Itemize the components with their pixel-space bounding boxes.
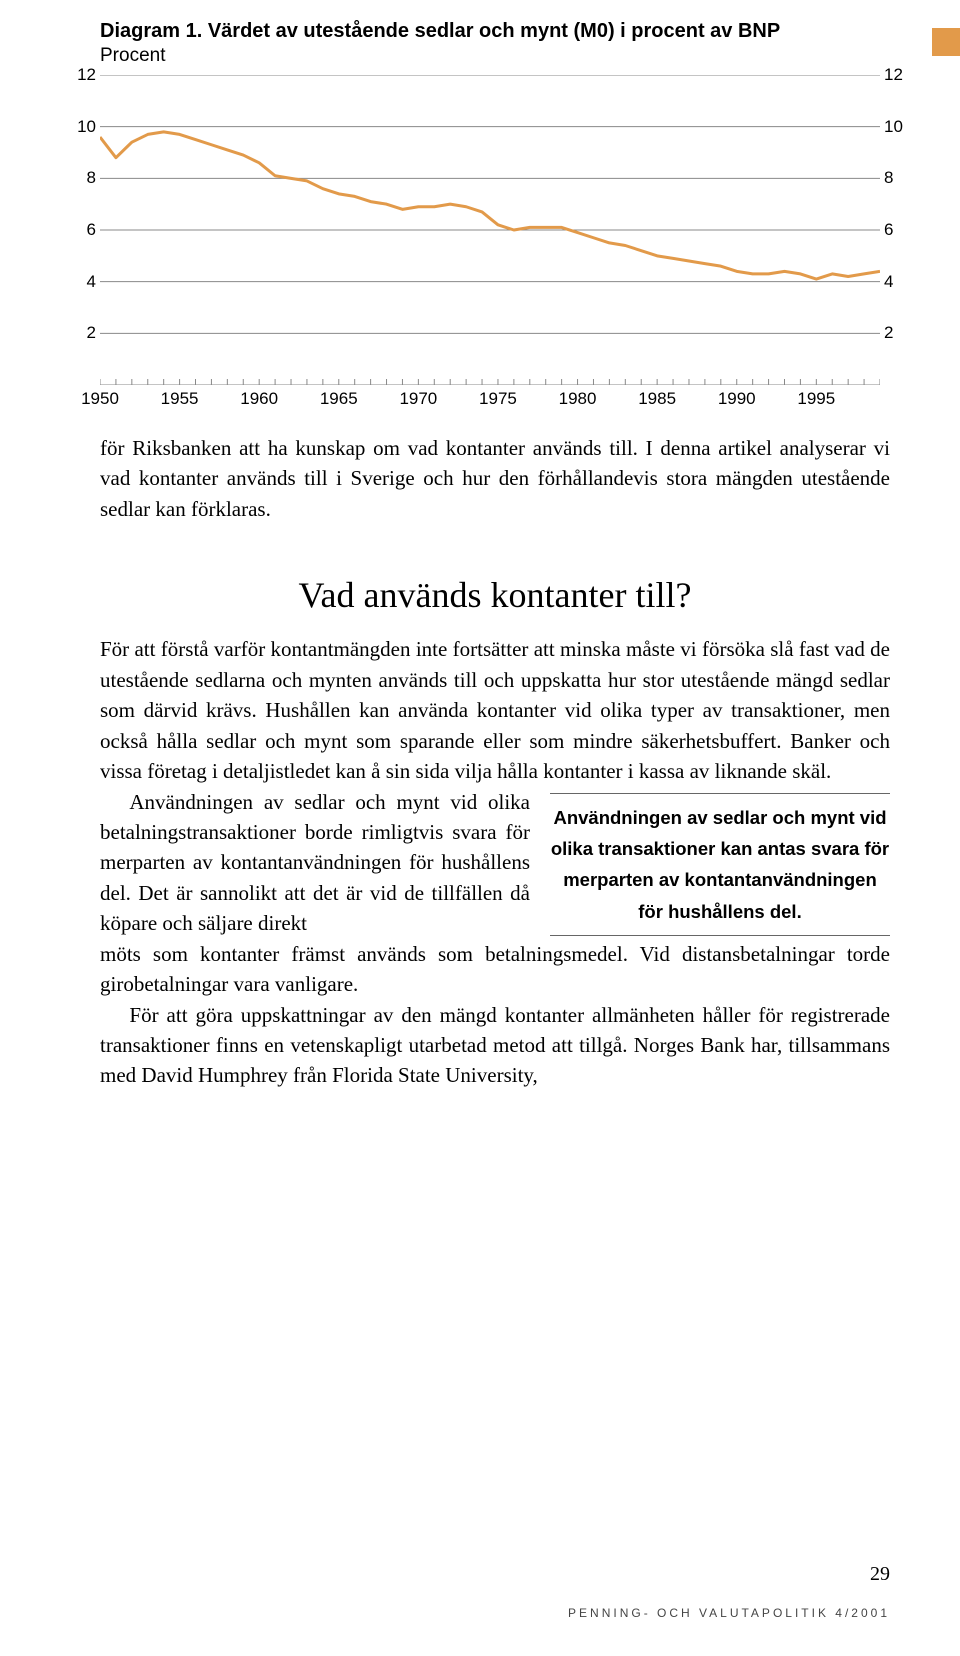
y-tick-left: 2	[70, 323, 96, 343]
x-tick-label: 1990	[718, 389, 756, 409]
x-tick-label: 1955	[161, 389, 199, 409]
x-tick-label: 1965	[320, 389, 358, 409]
y-tick-left: 10	[70, 117, 96, 137]
y-tick-right: 2	[884, 323, 910, 343]
y-tick-right: 10	[884, 117, 910, 137]
y-tick-left: 8	[70, 168, 96, 188]
para2-left-text: Användningen av sedlar och mynt vid olik…	[100, 790, 530, 936]
x-tick-label: 1960	[240, 389, 278, 409]
y-tick-left: 12	[70, 65, 96, 85]
line-chart: 2244668810101212	[100, 75, 880, 385]
para2-after: möts som kontanter främst används som be…	[100, 939, 890, 1000]
y-tick-left: 6	[70, 220, 96, 240]
x-tick-label: 1975	[479, 389, 517, 409]
footer-text: PENNING- OCH VALUTAPOLITIK 4/2001	[568, 1606, 890, 1620]
two-column-block: Användningen av sedlar och mynt vid olik…	[100, 787, 890, 939]
x-tick-label: 1980	[559, 389, 597, 409]
pullquote: Användningen av sedlar och mynt vid olik…	[550, 793, 890, 937]
page-number: 29	[870, 1563, 890, 1586]
paragraph-1: För att förstå varför kontantmängden int…	[100, 634, 890, 786]
diagram-subtitle: Procent	[100, 45, 890, 67]
x-tick-label: 1970	[399, 389, 437, 409]
paragraph-3: För att göra uppskattningar av den mängd…	[100, 1000, 890, 1091]
chart-container: 2244668810101212 19501955196019651970197…	[100, 75, 880, 419]
para2-left: Användningen av sedlar och mynt vid olik…	[100, 787, 530, 939]
y-tick-right: 12	[884, 65, 910, 85]
y-tick-right: 8	[884, 168, 910, 188]
y-tick-right: 4	[884, 272, 910, 292]
x-tick-label: 1995	[797, 389, 835, 409]
x-tick-label: 1985	[638, 389, 676, 409]
intro-paragraph: för Riksbanken att ha kunskap om vad kon…	[100, 433, 890, 524]
y-tick-left: 4	[70, 272, 96, 292]
x-tick-label: 1950	[81, 389, 119, 409]
page-content: Diagram 1. Värdet av utestående sedlar o…	[0, 0, 960, 1091]
x-axis-labels: 1950195519601965197019751980198519901995	[100, 389, 880, 419]
y-tick-right: 6	[884, 220, 910, 240]
diagram-title: Diagram 1. Värdet av utestående sedlar o…	[100, 20, 890, 43]
corner-accent	[932, 28, 960, 56]
section-heading: Vad används kontanter till?	[100, 574, 890, 616]
